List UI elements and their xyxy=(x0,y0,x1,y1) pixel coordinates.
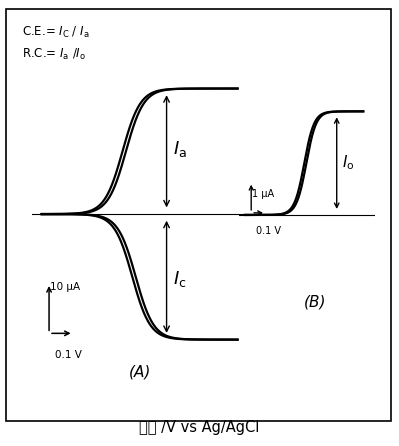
Text: 1 μA: 1 μA xyxy=(252,189,274,199)
Text: (B): (B) xyxy=(304,294,326,310)
Text: C.E.= $I_\mathrm{C}$ / $I_\mathrm{a}$: C.E.= $I_\mathrm{C}$ / $I_\mathrm{a}$ xyxy=(22,25,89,40)
Text: $I_\mathrm{c}$: $I_\mathrm{c}$ xyxy=(173,269,186,289)
Text: R.C.= $I_\mathrm{a}$ /$I_\mathrm{o}$: R.C.= $I_\mathrm{a}$ /$I_\mathrm{o}$ xyxy=(22,47,86,62)
Text: 電位 /V vs Ag/AgCl: 電位 /V vs Ag/AgCl xyxy=(139,420,260,435)
Text: 0.1 V: 0.1 V xyxy=(256,226,280,236)
Text: $I_\mathrm{a}$: $I_\mathrm{a}$ xyxy=(173,139,187,159)
Text: 10 μA: 10 μA xyxy=(50,282,80,292)
Text: (A): (A) xyxy=(128,365,151,380)
Text: $I_\mathrm{o}$: $I_\mathrm{o}$ xyxy=(342,154,355,173)
Text: 0.1 V: 0.1 V xyxy=(55,350,82,359)
